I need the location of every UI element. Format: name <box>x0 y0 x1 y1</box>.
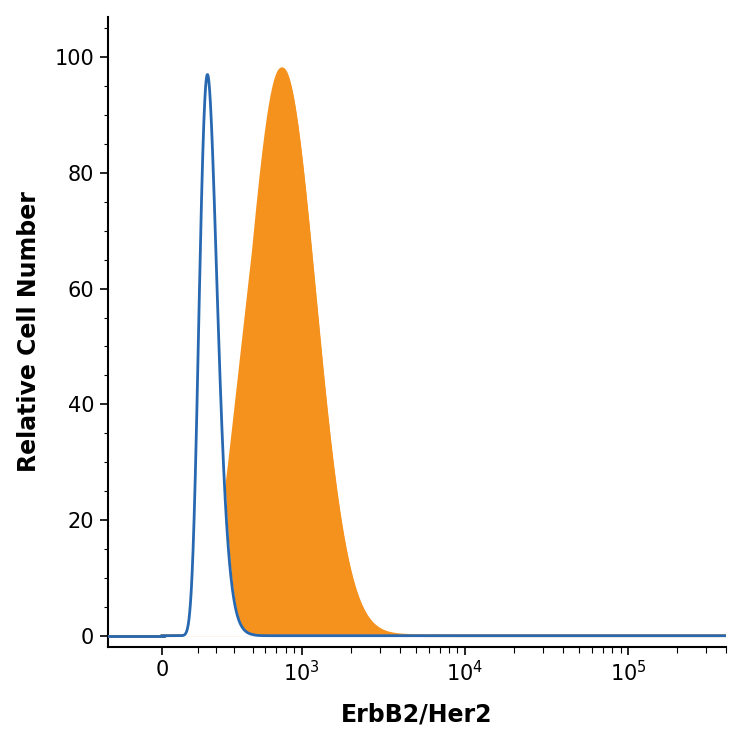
X-axis label: ErbB2/Her2: ErbB2/Her2 <box>341 702 493 727</box>
Y-axis label: Relative Cell Number: Relative Cell Number <box>16 192 41 473</box>
